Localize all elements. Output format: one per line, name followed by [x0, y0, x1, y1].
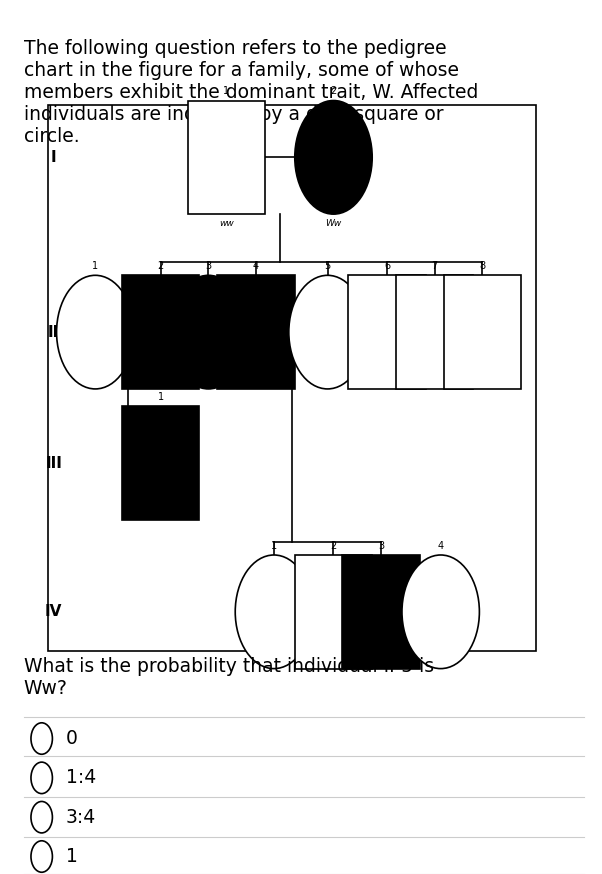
Text: 2: 2: [330, 541, 337, 551]
Circle shape: [31, 723, 52, 754]
Circle shape: [289, 275, 366, 389]
Text: 0: 0: [66, 729, 78, 748]
Text: Ww: Ww: [325, 218, 341, 227]
Text: 3: 3: [378, 541, 384, 551]
Text: 1:4: 1:4: [66, 768, 96, 787]
Bar: [295, 555, 372, 669]
Bar: [444, 275, 521, 389]
Text: 3: 3: [205, 261, 211, 271]
Bar: [122, 275, 199, 389]
Circle shape: [295, 101, 372, 214]
Text: 1: 1: [223, 87, 229, 96]
Text: 6: 6: [384, 261, 390, 271]
Text: 1: 1: [92, 261, 98, 271]
Bar: [396, 275, 473, 389]
Text: 5: 5: [324, 261, 330, 271]
Text: 4: 4: [253, 261, 259, 271]
Bar: [122, 406, 199, 520]
Text: 1: 1: [158, 392, 164, 402]
Circle shape: [31, 841, 52, 872]
Bar: [188, 101, 265, 214]
Text: 8: 8: [479, 261, 485, 271]
Text: 3:4: 3:4: [66, 808, 96, 827]
Circle shape: [402, 555, 479, 669]
Text: III: III: [45, 455, 62, 471]
Text: ww: ww: [219, 218, 234, 227]
Circle shape: [57, 275, 134, 389]
Text: 2: 2: [330, 87, 337, 96]
Text: 1: 1: [271, 541, 277, 551]
Text: IV: IV: [45, 604, 62, 620]
Bar: [343, 555, 420, 669]
Text: 1: 1: [66, 847, 78, 866]
Text: I: I: [51, 149, 57, 165]
Text: II: II: [48, 324, 59, 340]
Circle shape: [31, 801, 52, 833]
FancyBboxPatch shape: [48, 105, 536, 651]
Bar: [217, 275, 295, 389]
Text: What is the probability that individual II-5 is
Ww?: What is the probability that individual …: [24, 657, 434, 698]
Circle shape: [235, 555, 312, 669]
Circle shape: [170, 275, 247, 389]
Text: 4: 4: [438, 541, 444, 551]
Text: 2: 2: [158, 261, 164, 271]
Text: The following question refers to the pedigree
chart in the figure for a family, : The following question refers to the ped…: [24, 39, 478, 146]
Text: 7: 7: [432, 261, 438, 271]
Bar: [349, 275, 426, 389]
Circle shape: [31, 762, 52, 794]
